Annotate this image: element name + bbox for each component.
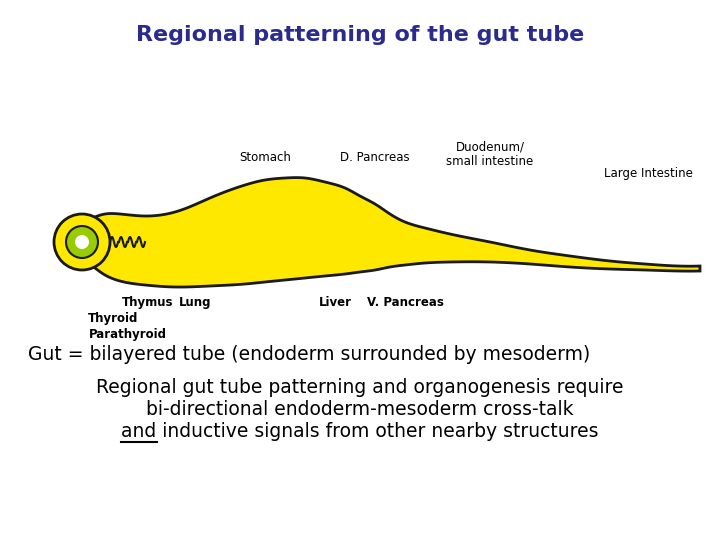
Circle shape xyxy=(66,226,98,258)
Text: Thyroid: Thyroid xyxy=(88,312,138,325)
Text: Lung: Lung xyxy=(179,296,211,309)
Text: Regional gut tube patterning and organogenesis require: Regional gut tube patterning and organog… xyxy=(96,378,624,397)
Text: Large Intestine: Large Intestine xyxy=(603,167,693,180)
Text: V. Pancreas: V. Pancreas xyxy=(366,296,444,309)
Text: bi-directional endoderm-mesoderm cross-talk: bi-directional endoderm-mesoderm cross-t… xyxy=(146,400,574,419)
Polygon shape xyxy=(75,178,700,287)
Text: and inductive signals from other nearby structures: and inductive signals from other nearby … xyxy=(121,422,599,441)
Text: D. Pancreas: D. Pancreas xyxy=(340,151,410,164)
Text: Parathyroid: Parathyroid xyxy=(89,328,167,341)
Text: Regional patterning of the gut tube: Regional patterning of the gut tube xyxy=(136,25,584,45)
Text: Stomach: Stomach xyxy=(239,151,291,164)
Circle shape xyxy=(75,235,89,249)
Text: Duodenum/
small intestine: Duodenum/ small intestine xyxy=(446,140,534,168)
Text: Gut = bilayered tube (endoderm surrounded by mesoderm): Gut = bilayered tube (endoderm surrounde… xyxy=(28,345,590,364)
Circle shape xyxy=(54,214,110,270)
Text: Thymus: Thymus xyxy=(122,296,174,309)
Text: Liver: Liver xyxy=(318,296,351,309)
